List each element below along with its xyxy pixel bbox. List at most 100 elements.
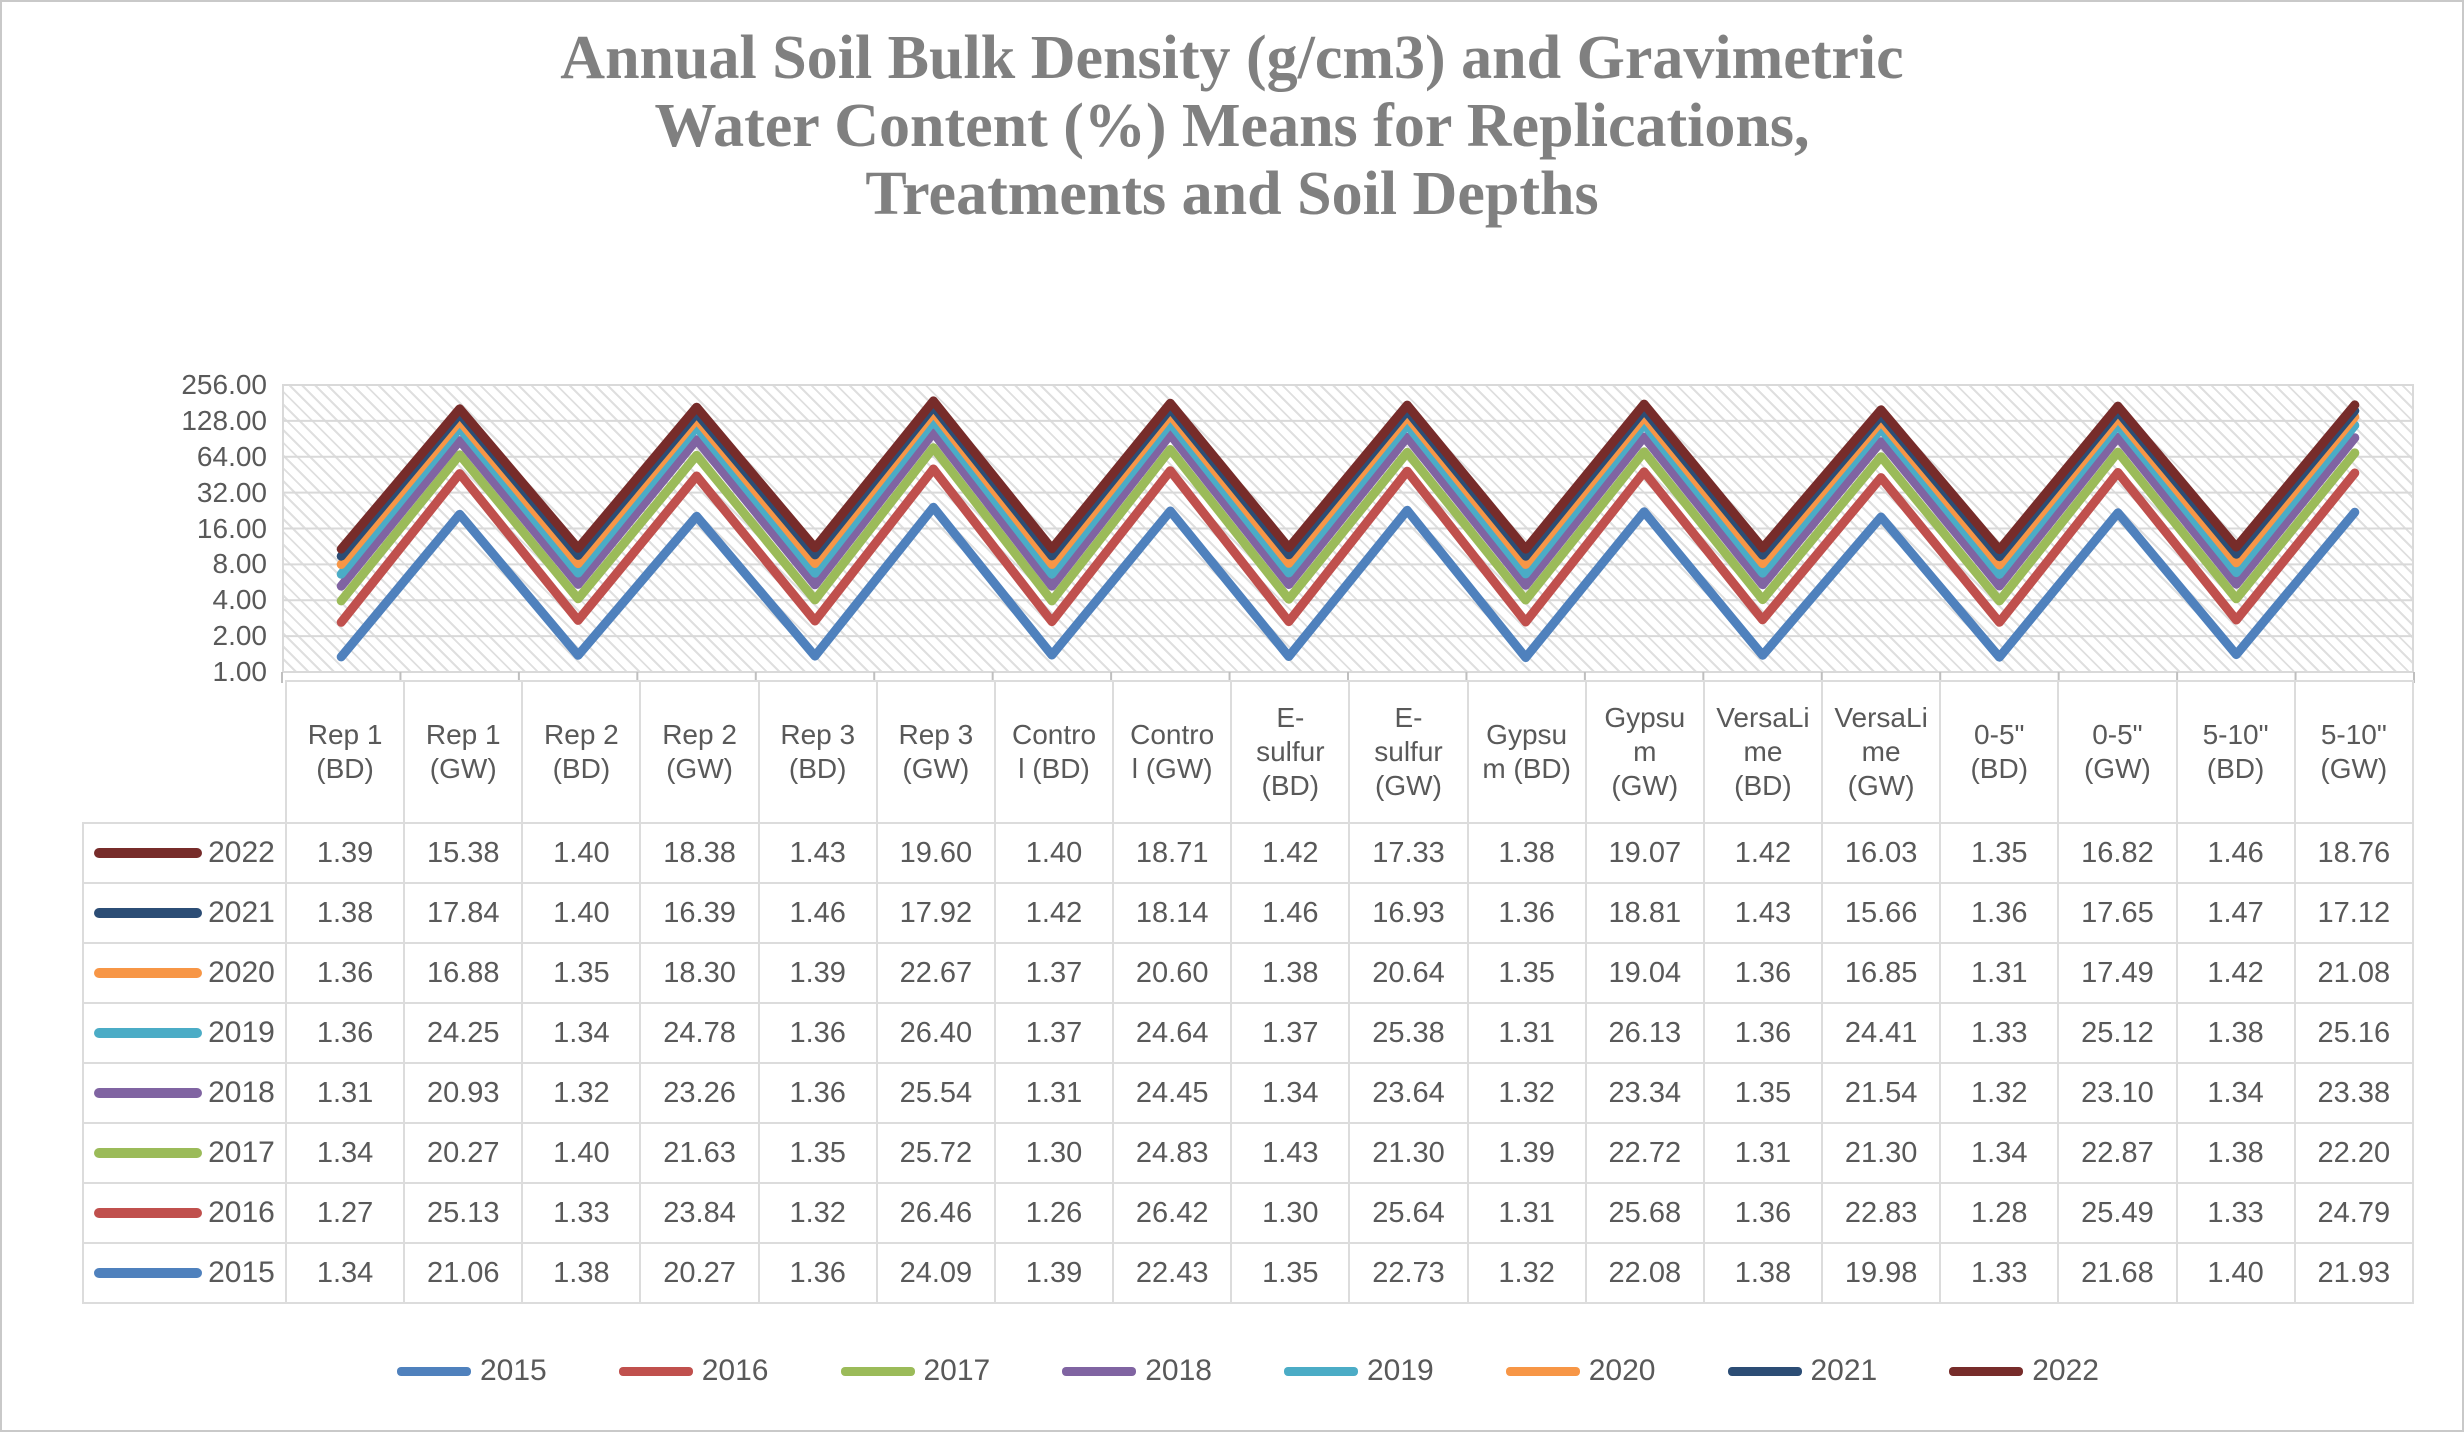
table-row-2020: 2020 1.36 16.88 1.35 18.30 1.39 22.67 1.37 20.60… (82, 942, 2415, 1004)
cell-2022-Rep 3 (BD): 1.43 (757, 822, 878, 884)
cell-2016-Gypsum (GW): 25.68 (1584, 1182, 1705, 1244)
cell-2016-Rep 1 (BD): 1.27 (284, 1182, 406, 1244)
cell-2018-Rep 3 (BD): 1.36 (757, 1062, 878, 1124)
cell-2017-E-sulfur (BD): 1.43 (1230, 1122, 1351, 1184)
legend-item-2022: 2022 (1949, 1354, 2099, 1388)
cell-2018-Control (BD): 1.31 (993, 1062, 1115, 1124)
legend-item-2020: 2020 (1505, 1354, 1656, 1388)
cell-2022-Gypsum (GW): 19.07 (1584, 822, 1705, 884)
cell-2017-Rep 2 (BD): 1.40 (521, 1122, 642, 1184)
series-key-swatch-2022 (94, 848, 203, 858)
legend-swatch-2017 (840, 1366, 915, 1376)
cell-2017-Gypsum (BD): 1.39 (1466, 1122, 1587, 1184)
series-key-label: 2015 (208, 1256, 275, 1289)
series-key-label: 2019 (208, 1016, 275, 1049)
cell-2016-E-sulfur (GW): 25.64 (1348, 1182, 1469, 1244)
cell-2016-VersaLime (BD): 1.36 (1702, 1182, 1824, 1244)
cell-2022-E-sulfur (BD): 1.42 (1230, 822, 1351, 884)
col-header-Control (GW): Contro l (GW) (1112, 680, 1233, 824)
col-header-0-5" (GW): 0-5" (GW) (2057, 680, 2178, 824)
y-axis-tick-label: 32.00 (196, 476, 267, 508)
cell-2016-Rep 3 (GW): 26.46 (875, 1182, 996, 1244)
cell-2018-Rep 3 (GW): 25.54 (875, 1062, 996, 1124)
series-key-label: 2016 (208, 1196, 275, 1229)
legend-item-2021: 2021 (1727, 1354, 1877, 1388)
series-key-swatch-2020 (94, 968, 203, 978)
cell-2015-Rep 1 (GW): 21.06 (403, 1242, 524, 1304)
cell-2021-Rep 1 (BD): 1.38 (284, 882, 406, 944)
cell-2015-Rep 3 (BD): 1.36 (757, 1242, 878, 1304)
cell-2015-5-10" (GW): 21.93 (2293, 1242, 2415, 1304)
cell-2022-Rep 1 (BD): 1.39 (284, 822, 406, 884)
cell-2019-E-sulfur (BD): 1.37 (1230, 1002, 1351, 1064)
cell-2021-5-10" (GW): 17.12 (2293, 882, 2415, 944)
cell-2016-Rep 2 (BD): 1.33 (521, 1182, 642, 1244)
chart-legend: 2015 2016 2017 2018 2019 2020 2021 2022 (82, 1342, 2414, 1400)
cell-2019-Control (BD): 1.37 (993, 1002, 1115, 1064)
chart-title-line: Water Content (%) Means for Replications… (654, 92, 1810, 160)
row-header-2018: 2018 (82, 1062, 287, 1124)
cell-2020-5-10" (BD): 1.42 (2175, 942, 2296, 1004)
cell-2017-0-5" (GW): 22.87 (2057, 1122, 2178, 1184)
legend-item-2016: 2016 (618, 1354, 769, 1388)
row-header-2021: 2021 (82, 882, 287, 944)
cell-2017-Rep 1 (GW): 20.27 (403, 1122, 524, 1184)
series-line-2018 (336, 428, 2360, 591)
cell-2021-E-sulfur (BD): 1.46 (1230, 882, 1351, 944)
col-header-Rep 1 (BD): Rep 1 (BD) (284, 680, 406, 824)
col-header-5-10" (BD): 5-10" (BD) (2175, 680, 2296, 824)
cell-2020-VersaLime (GW): 16.85 (1821, 942, 1942, 1004)
legend-swatch-2018 (1062, 1366, 1137, 1376)
legend-swatch-2019 (1284, 1366, 1358, 1376)
cell-2019-0-5" (BD): 1.33 (1939, 1002, 2060, 1064)
cell-2017-Rep 3 (BD): 1.35 (757, 1122, 878, 1184)
cell-2017-VersaLime (GW): 21.30 (1821, 1122, 1942, 1184)
cell-2017-VersaLime (BD): 1.31 (1702, 1122, 1824, 1184)
chart-title-line: Annual Soil Bulk Density (g/cm3) and Gra… (560, 24, 1904, 92)
cell-2021-E-sulfur (GW): 16.93 (1348, 882, 1469, 944)
col-header-Rep 3 (GW): Rep 3 (GW) (875, 680, 996, 824)
cell-2015-Rep 2 (BD): 1.38 (521, 1242, 642, 1304)
cell-2018-E-sulfur (BD): 1.34 (1230, 1062, 1351, 1124)
cell-2016-5-10" (GW): 24.79 (2293, 1182, 2415, 1244)
row-header-2016: 2016 (82, 1182, 287, 1244)
cell-2022-Gypsum (BD): 1.38 (1466, 822, 1587, 884)
cell-2019-Rep 1 (BD): 1.36 (284, 1002, 406, 1064)
cell-2017-Control (GW): 24.83 (1112, 1122, 1233, 1184)
series-lines-svg (281, 384, 2415, 683)
col-header-E-sulfur (BD): E-sulfur (BD) (1230, 680, 1351, 824)
cell-2020-Rep 3 (BD): 1.39 (757, 942, 878, 1004)
cell-2017-E-sulfur (GW): 21.30 (1348, 1122, 1469, 1184)
col-header-5-10" (GW): 5-10" (GW) (2293, 680, 2415, 824)
cell-2019-Gypsum (GW): 26.13 (1584, 1002, 1705, 1064)
cell-2015-5-10" (BD): 1.40 (2175, 1242, 2296, 1304)
cell-2020-Rep 1 (BD): 1.36 (284, 942, 406, 1004)
cell-2022-0-5" (BD): 1.35 (1939, 822, 2060, 884)
col-header-Control (BD): Contro l (BD) (993, 680, 1115, 824)
legend-label: 2015 (480, 1354, 547, 1387)
cell-2017-5-10" (GW): 22.20 (2293, 1122, 2415, 1184)
row-header-2019: 2019 (82, 1002, 287, 1064)
cell-2015-0-5" (GW): 21.68 (2057, 1242, 2178, 1304)
series-key-swatch-2015 (94, 1268, 203, 1278)
legend-label: 2022 (2032, 1354, 2099, 1387)
cell-2018-0-5" (GW): 23.10 (2057, 1062, 2178, 1124)
legend-swatch-2022 (1949, 1366, 2024, 1376)
col-header-VersaLime (GW): VersaLi me (GW) (1821, 680, 1942, 824)
cell-2022-Rep 2 (BD): 1.40 (521, 822, 642, 884)
cell-2018-Rep 1 (GW): 20.93 (403, 1062, 524, 1124)
series-key-label: 2021 (208, 896, 275, 929)
legend-swatch-2015 (397, 1366, 471, 1376)
cell-2017-0-5" (BD): 1.34 (1939, 1122, 2060, 1184)
cell-2018-Gypsum (GW): 23.34 (1584, 1062, 1705, 1124)
table-row-2018: 2018 1.31 20.93 1.32 23.26 1.36 25.54 1.31 24.45… (82, 1062, 2415, 1124)
cell-2015-Gypsum (BD): 1.32 (1466, 1242, 1587, 1304)
cell-2016-Gypsum (BD): 1.31 (1466, 1182, 1587, 1244)
table-row-2017: 2017 1.34 20.27 1.40 21.63 1.35 25.72 1.30 24.83… (82, 1122, 2415, 1184)
cell-2021-Control (GW): 18.14 (1112, 882, 1233, 944)
cell-2020-Rep 3 (GW): 22.67 (875, 942, 996, 1004)
cell-2021-5-10" (BD): 1.47 (2175, 882, 2296, 944)
cell-2019-Control (GW): 24.64 (1112, 1002, 1233, 1064)
cell-2018-Gypsum (BD): 1.32 (1466, 1062, 1587, 1124)
col-header-Rep 1 (GW): Rep 1 (GW) (403, 680, 524, 824)
